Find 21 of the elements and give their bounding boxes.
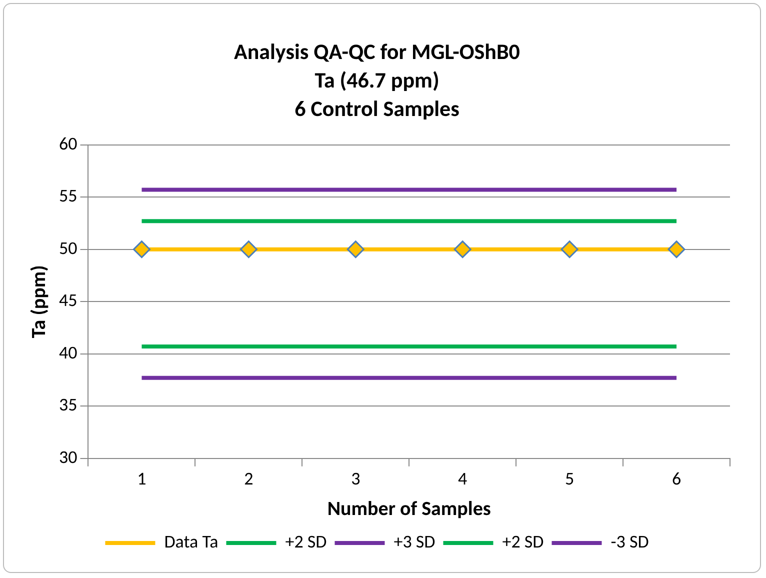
legend-label: Data Ta: [164, 530, 218, 552]
y-tick-label: 30: [58, 446, 78, 468]
y-axis-title: Ta (ppm): [27, 265, 51, 338]
chart-title: Analysis QA-QC for MGL-OShB0 Ta (46.7 ppm) 6 Control Samples: [234, 38, 520, 122]
y-tick-label: 35: [58, 394, 78, 416]
x-tick-label: 4: [458, 468, 468, 490]
x-axis-title: Number of Samples: [327, 497, 491, 521]
x-tick-label: 1: [137, 468, 146, 490]
legend-label: -3 SD: [610, 530, 649, 552]
legend-label: +2 SD: [502, 530, 544, 552]
legend-label: +2 SD: [285, 530, 327, 552]
legend-label: +3 SD: [394, 530, 436, 552]
y-tick-label: 40: [58, 341, 78, 364]
y-tick-label: 55: [58, 184, 78, 207]
x-tick-label: 3: [351, 468, 360, 490]
x-tick-label: 2: [244, 468, 254, 490]
x-tick-label: 5: [565, 468, 574, 490]
y-tick-label: 45: [58, 289, 78, 312]
y-tick-label: 50: [58, 236, 78, 259]
y-tick-label: 60: [58, 132, 78, 154]
x-tick-label: 6: [672, 468, 682, 490]
